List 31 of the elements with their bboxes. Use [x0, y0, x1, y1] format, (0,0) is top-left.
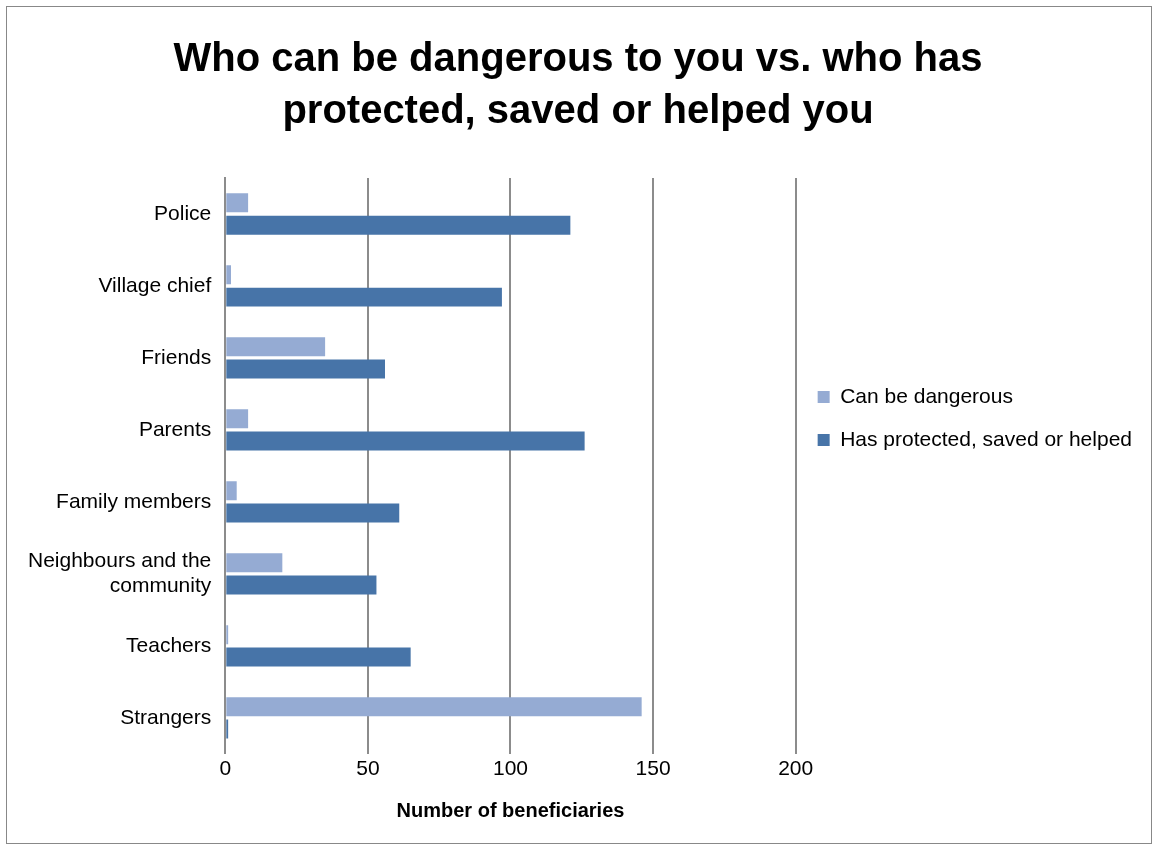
- bar: [226, 431, 585, 451]
- x-tick-label: 0: [219, 756, 232, 780]
- x-axis-title: Number of beneficiaries: [396, 798, 625, 821]
- y-tick-label: Strangers: [120, 704, 212, 728]
- x-tick-label: 100: [492, 756, 528, 780]
- bar: [226, 193, 249, 213]
- bar: [226, 409, 249, 429]
- x-tick-label: 50: [356, 756, 380, 780]
- y-tick-label: Police: [154, 200, 212, 224]
- y-tick-label: Neighbours and the community: [27, 548, 212, 597]
- y-tick-label: Parents: [138, 416, 212, 440]
- y-tick-label: Family members: [56, 488, 212, 512]
- chart-title: Who can be dangerous to you vs. who has protected, saved or helped you: [173, 35, 983, 132]
- bar: [226, 647, 411, 667]
- bar: [226, 265, 231, 285]
- y-tick-label: Village chief: [98, 272, 212, 296]
- legend-label: Has protected, saved or helped: [840, 426, 1133, 450]
- bar: [226, 503, 400, 523]
- bar: [226, 697, 642, 717]
- legend-label: Can be dangerous: [840, 383, 1013, 407]
- x-tick-label: 200: [778, 756, 814, 780]
- y-tick-label: Teachers: [126, 632, 212, 656]
- y-tick-label: Friends: [141, 344, 212, 368]
- bar: [226, 215, 571, 235]
- bar: [226, 553, 283, 573]
- bar: [226, 287, 502, 307]
- bar: [226, 481, 237, 501]
- bar: [226, 337, 326, 357]
- bar: [226, 359, 385, 379]
- bar: [226, 575, 377, 595]
- x-tick-label: 150: [635, 756, 671, 780]
